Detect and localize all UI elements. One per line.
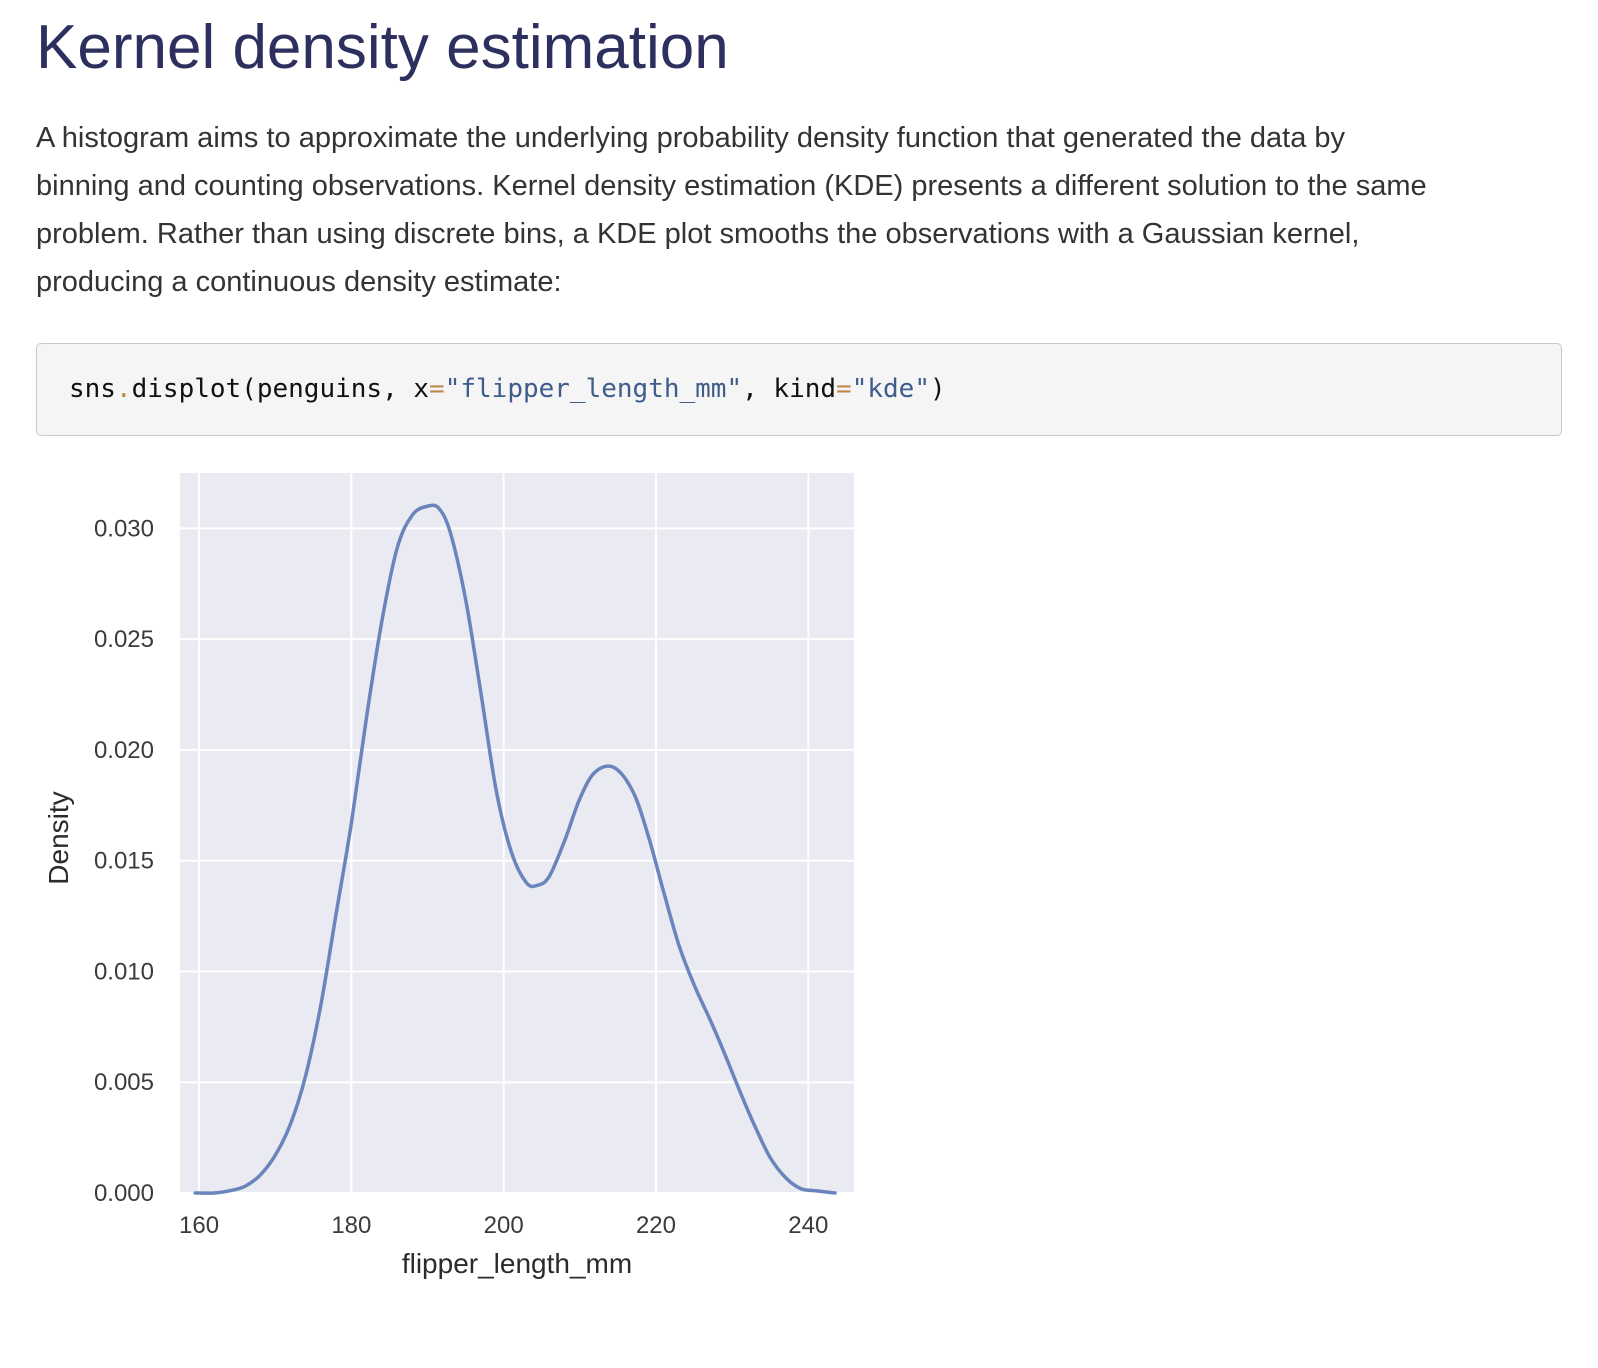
x-tick-label: 240 [788, 1212, 828, 1239]
code-token: , kind [742, 374, 837, 404]
y-tick-label: 0.025 [94, 626, 154, 653]
code-line: sns.displot(penguins, x="flipper_length_… [69, 371, 946, 407]
y-axis-label: Density [43, 791, 74, 884]
y-tick-label: 0.015 [94, 848, 154, 875]
x-tick-label: 180 [331, 1212, 371, 1239]
y-tick-label: 0.005 [94, 1069, 154, 1096]
paragraph-line: producing a continuous density estimate: [36, 266, 562, 298]
x-axis-label: flipper_length_mm [402, 1248, 632, 1279]
page-title: Kernel density estimation [36, 13, 729, 82]
code-string: "flipper_length_mm" [444, 374, 743, 404]
code-operator: . [115, 374, 132, 404]
intro-paragraph: A histogram aims to approximate the unde… [36, 114, 1566, 306]
plot-background [180, 473, 854, 1193]
kde-chart: 160 180 200 220 240 0.000 0.005 0.010 0.015 0.020… [43, 473, 854, 1279]
paragraph-line: problem. Rather than using discrete bins… [36, 218, 1360, 250]
code-token: displot(penguins, x [131, 374, 430, 404]
code-block: sns.displot(penguins, x="flipper_length_… [36, 343, 1562, 436]
y-tick-label: 0.000 [94, 1180, 154, 1207]
code-token: ) [929, 374, 946, 404]
tick-labels: 160 180 200 220 240 0.000 0.005 0.010 0.015 0.020… [94, 515, 828, 1239]
y-tick-label: 0.010 [94, 958, 154, 985]
y-tick-label: 0.030 [94, 515, 154, 542]
x-tick-label: 200 [484, 1212, 524, 1239]
paragraph-line: binning and counting observations. Kerne… [36, 170, 1427, 202]
density-line [193, 503, 837, 1195]
grid-lines [180, 473, 854, 1194]
code-token: sns [69, 374, 116, 404]
code-operator: = [429, 374, 445, 404]
code-string: "kde" [851, 374, 930, 404]
code-operator: = [836, 374, 852, 404]
x-tick-label: 160 [179, 1212, 219, 1239]
y-tick-label: 0.020 [94, 737, 154, 764]
paragraph-line: A histogram aims to approximate the unde… [36, 122, 1346, 154]
x-tick-label: 220 [636, 1212, 676, 1239]
